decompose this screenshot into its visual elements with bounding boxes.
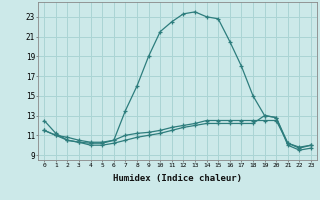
X-axis label: Humidex (Indice chaleur): Humidex (Indice chaleur)	[113, 174, 242, 183]
